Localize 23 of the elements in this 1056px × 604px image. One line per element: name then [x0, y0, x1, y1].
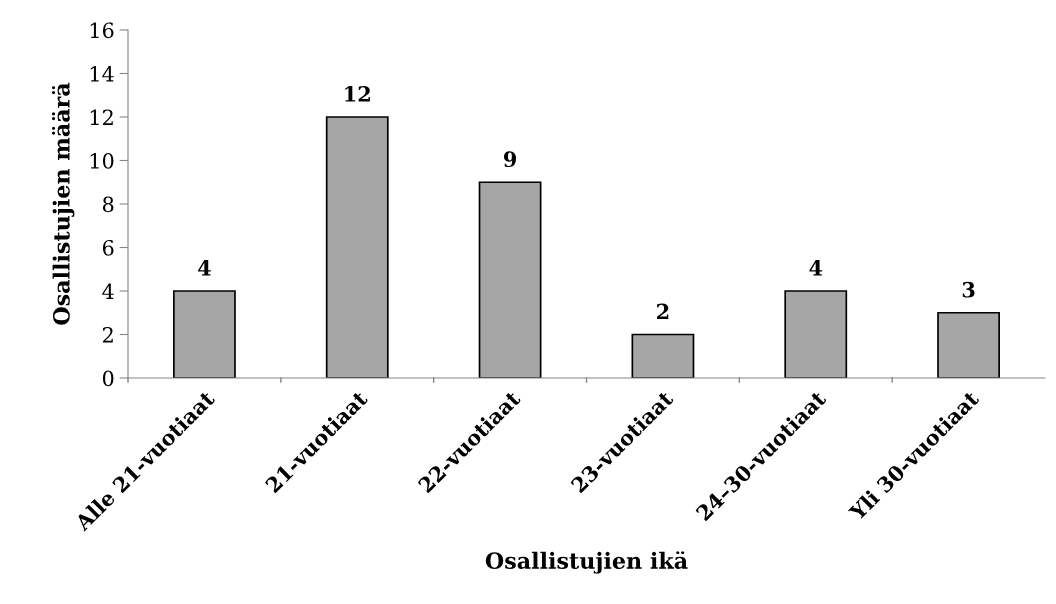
y-tick-label: 4 [102, 283, 114, 299]
data-label: 4 [198, 260, 211, 276]
y-tick-label: 12 [90, 109, 113, 125]
bar [173, 290, 236, 378]
y-axis-title: Osallistujien määrä [51, 82, 75, 325]
y-tick-label: 2 [102, 326, 113, 343]
y-tick-label: 10 [90, 152, 114, 169]
bar [784, 290, 848, 378]
data-label: 9 [503, 151, 517, 168]
data-label: 3 [962, 281, 975, 298]
y-tick-label: 8 [102, 196, 114, 213]
data-label: 2 [657, 303, 669, 320]
y-tick-label: 14 [90, 65, 114, 82]
y-tick-label: 6 [102, 239, 114, 256]
bar [478, 181, 542, 378]
x-axis-title: Osallistujien ikä [485, 551, 688, 574]
data-label: 4 [809, 260, 823, 276]
bar [631, 333, 695, 378]
bar [937, 311, 1000, 378]
data-label: 12 [345, 86, 370, 102]
y-tick-label: 0 [102, 370, 114, 387]
bar [325, 116, 389, 378]
y-tick-label: 16 [90, 22, 114, 39]
